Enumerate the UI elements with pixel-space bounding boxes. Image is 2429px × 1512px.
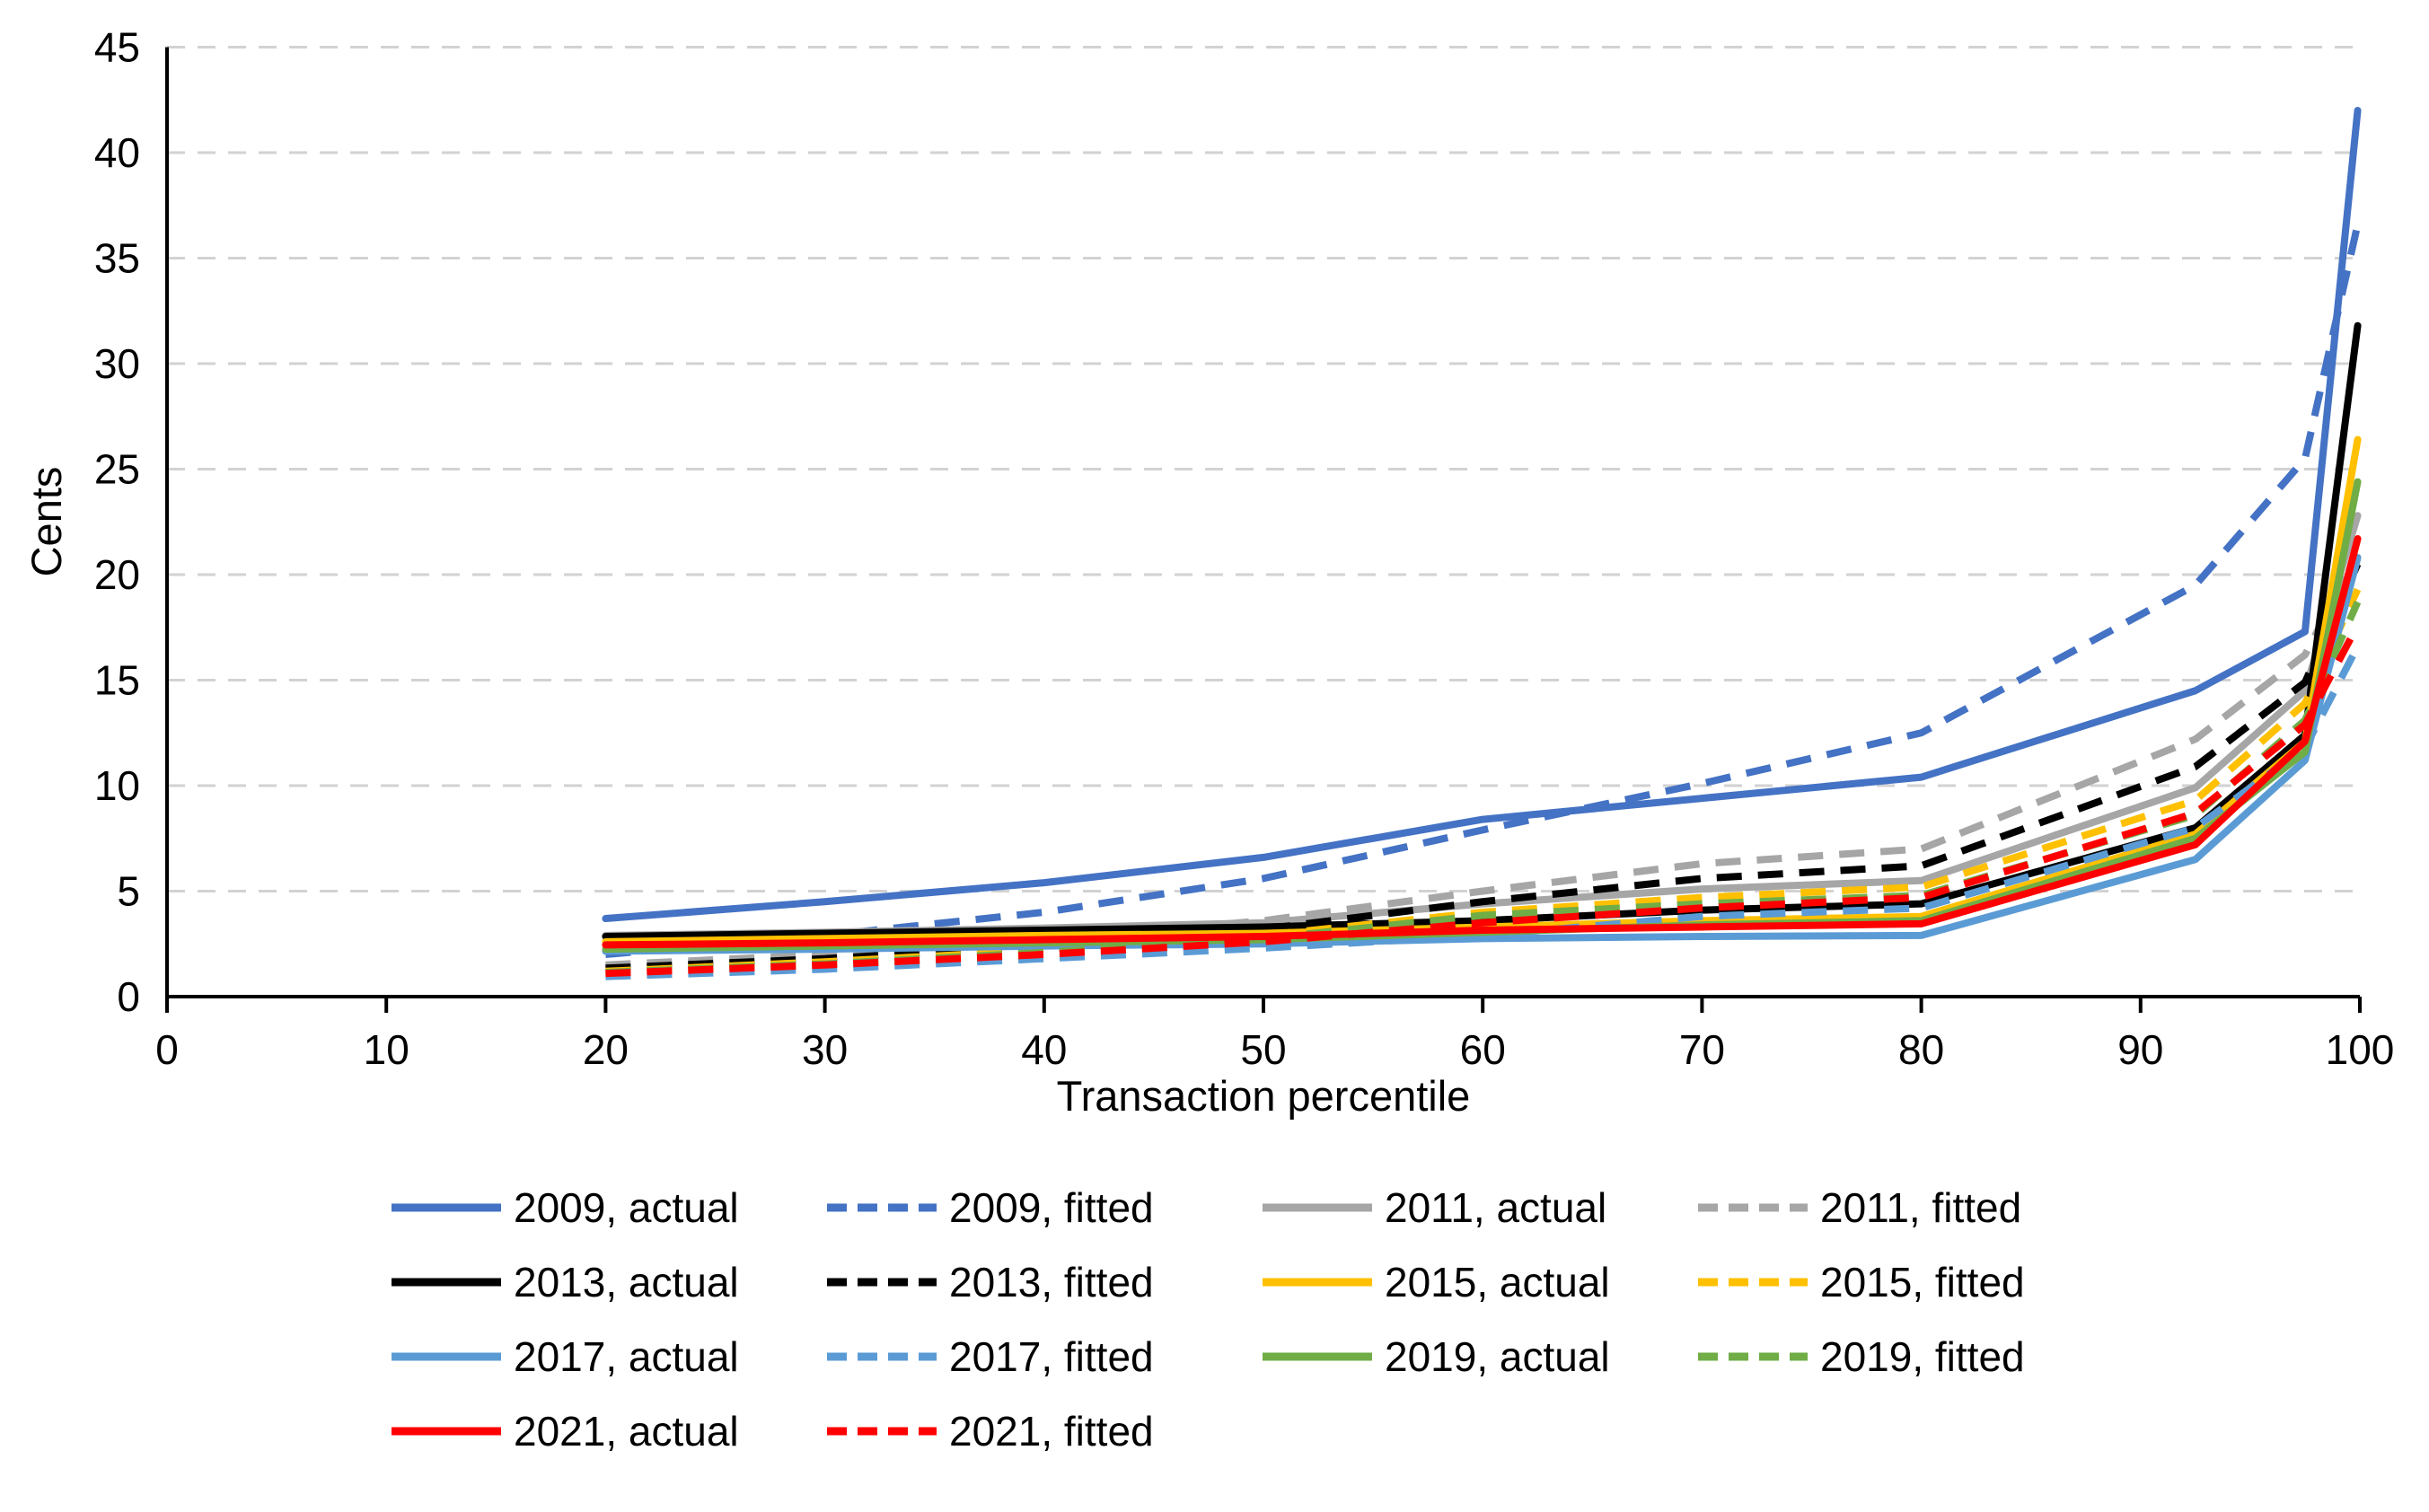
legend-label: 2021, fitted [949, 1408, 1154, 1455]
data-series [602, 107, 2362, 980]
legend-label: 2017, actual [514, 1333, 739, 1380]
y-tick-label: 45 [94, 24, 140, 71]
legend-label: 2021, actual [514, 1408, 739, 1455]
series-line-2009-fitted [605, 224, 2362, 958]
legend-label: 2019, fitted [1820, 1333, 2025, 1380]
y-tick-label: 15 [94, 657, 140, 704]
legend-label: 2019, actual [1385, 1333, 1610, 1380]
y-tick-label: 35 [94, 235, 140, 282]
legend-item[interactable]: 2015, actual [1263, 1259, 1610, 1305]
series-line-2021-actual [602, 535, 2362, 949]
y-tick-label: 5 [117, 868, 140, 915]
legend-item[interactable]: 2011, fitted [1698, 1184, 2021, 1231]
y-axis-ticks: 0 5 10 15 20 25 30 35 40 45 [94, 24, 140, 1021]
legend-item[interactable]: 2009, fitted [827, 1184, 1154, 1231]
series-line-2021-fitted [605, 623, 2362, 978]
legend-label: 2013, fitted [949, 1259, 1154, 1305]
x-tick-label: 30 [802, 1026, 848, 1073]
x-axis-title: Transaction percentile [1057, 1072, 1471, 1120]
series-line-2013-actual [602, 321, 2362, 941]
legend-label: 2009, fitted [949, 1184, 1154, 1231]
series-line-2019-fitted [605, 600, 2362, 976]
x-tick-label: 60 [1460, 1026, 1506, 1073]
series-line-2019-actual [602, 478, 2362, 954]
x-tick-label: 40 [1021, 1026, 1067, 1073]
legend-label: 2017, fitted [949, 1333, 1154, 1380]
legend-item[interactable]: 2017, actual [392, 1333, 739, 1380]
x-tick-label: 90 [2117, 1026, 2163, 1073]
legend-item[interactable]: 2021, actual [392, 1408, 739, 1455]
legend-item[interactable]: 2015, fitted [1698, 1259, 2025, 1305]
legend-label: 2011, actual [1385, 1184, 1606, 1231]
legend-label: 2013, actual [514, 1259, 739, 1305]
y-tick-label: 25 [94, 446, 140, 493]
legend-item[interactable]: 2013, fitted [827, 1259, 1154, 1305]
series-line-2009-actual [602, 107, 2362, 923]
legend-label: 2015, actual [1385, 1259, 1610, 1305]
x-tick-label: 10 [364, 1026, 409, 1073]
legend-label: 2009, actual [514, 1184, 739, 1231]
x-tick-label: 70 [1679, 1026, 1725, 1073]
legend-item[interactable]: 2019, fitted [1698, 1333, 2025, 1380]
legend-item[interactable]: 2011, actual [1263, 1184, 1606, 1231]
x-tick-label: 20 [583, 1026, 629, 1073]
x-axis-ticks: 0 10 20 30 40 50 60 70 80 90 100 [155, 997, 2394, 1073]
x-tick-label: 100 [2326, 1026, 2395, 1073]
y-axis-title: Cents [22, 467, 70, 577]
y-tick-label: 20 [94, 551, 140, 598]
series-line-2013-fitted [605, 562, 2362, 972]
x-tick-label: 80 [1898, 1026, 1944, 1073]
legend-item[interactable]: 2013, actual [392, 1259, 739, 1305]
legend-item[interactable]: 2019, actual [1263, 1333, 1610, 1380]
legend-item[interactable]: 2021, fitted [827, 1408, 1154, 1455]
x-tick-label: 50 [1240, 1026, 1286, 1073]
y-tick-label: 40 [94, 129, 140, 176]
series-line-2017-fitted [605, 645, 2362, 980]
y-tick-label: 10 [94, 762, 140, 809]
legend-label: 2011, fitted [1820, 1184, 2021, 1231]
legend: 2009, actual 2009, fitted 2011, actual 2011… [392, 1184, 2025, 1455]
legend-label: 2015, fitted [1820, 1259, 2025, 1305]
legend-item[interactable]: 2017, fitted [827, 1333, 1154, 1380]
gridlines [167, 46, 2360, 892]
y-tick-label: 0 [117, 973, 140, 1020]
legend-item[interactable]: 2009, actual [392, 1184, 739, 1231]
y-tick-label: 30 [94, 340, 140, 387]
x-tick-label: 0 [155, 1026, 179, 1073]
